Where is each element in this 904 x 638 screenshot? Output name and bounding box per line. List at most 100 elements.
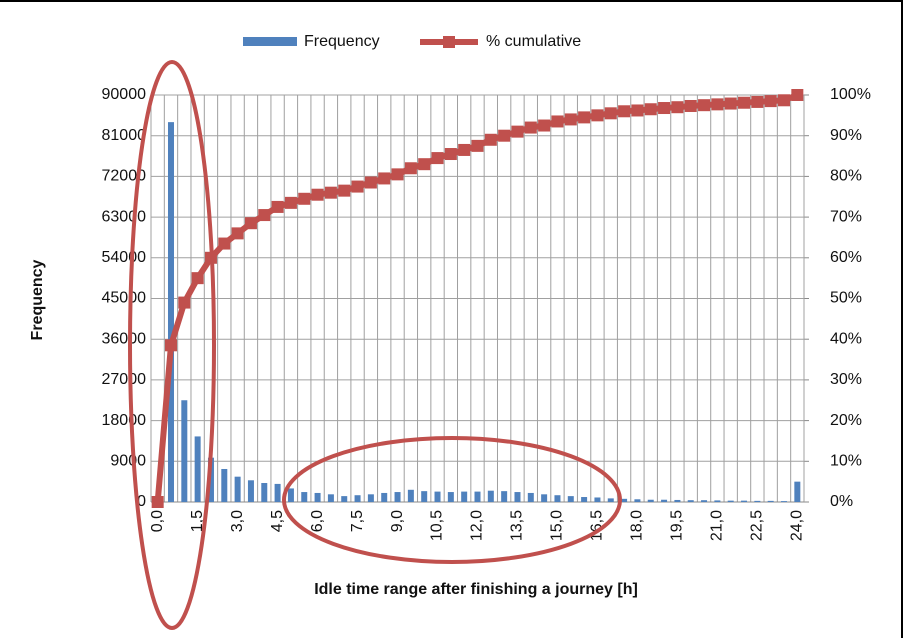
line-marker [791,89,804,101]
bar [221,468,228,502]
annotation-ellipse [282,436,622,564]
line-marker [458,143,471,156]
bar [647,499,654,502]
y2-tick-label: 60% [830,249,862,266]
line-marker [711,98,724,111]
line-marker [298,192,311,205]
x-tick-label: 7,5 [349,510,366,532]
legend-label: % cumulative [486,33,581,50]
bar [247,480,254,502]
y-tick-label: 27000 [102,371,147,388]
legend-label: Frequency [304,33,380,50]
y2-tick-label: 80% [830,168,862,185]
y2-tick-label: 0% [830,493,853,510]
x-tick-label: 9,0 [389,510,406,532]
line-marker [378,172,391,185]
bar [554,495,561,502]
bar [674,499,681,502]
line-marker [738,96,751,109]
line-marker [604,107,617,120]
line-marker [431,152,444,165]
marks [151,89,804,508]
grid [150,94,809,503]
x-axis-label: Idle time range after finishing a journe… [314,581,638,598]
line-marker [564,113,577,126]
y-tick-label: 81000 [102,127,147,144]
line-marker [471,139,484,152]
bar [354,495,361,502]
line-marker [311,188,324,201]
bar [541,494,548,502]
line-marker [231,227,244,240]
line-marker [764,95,777,108]
bar [314,492,321,502]
line-marker [271,200,284,213]
bar [741,500,748,502]
bar [781,501,788,502]
x-tick-label: 15,0 [549,510,566,541]
bar [421,491,428,502]
line-marker [671,101,684,114]
line-marker [644,103,657,116]
line-marker [511,125,524,138]
bar [527,492,534,502]
y2-tick-label: 40% [830,330,862,347]
bar [367,494,374,502]
legend-swatch [443,36,455,48]
bar [501,491,508,502]
line-marker [444,148,457,161]
y2-tick-label: 50% [830,290,862,307]
line-marker [364,176,377,189]
x-tick-label: 19,5 [669,510,686,541]
x-tick-label: 3,0 [229,510,246,532]
bar [341,496,348,502]
bar [634,499,641,502]
line-marker [724,97,737,110]
y2-tick-label: 90% [830,127,862,144]
line-marker [351,180,364,193]
y2-tick-label: 70% [830,208,862,225]
x-tick-label: 1,5 [189,510,206,532]
bar [727,500,734,502]
x-tick-label: 12,0 [469,510,486,541]
line-marker [698,99,711,112]
line-marker [618,105,631,118]
line-marker [244,217,257,230]
bar [767,500,774,502]
bar [261,483,268,502]
bar [461,491,468,502]
x-tick-label: 24,0 [789,510,806,541]
bar [714,500,721,502]
y-tick-label: 45000 [102,290,147,307]
y-tick-label: 9000 [110,453,146,470]
bar [434,491,441,502]
bar [407,489,414,502]
line-marker [684,99,697,112]
line-marker [578,111,591,124]
bar [274,483,281,502]
bar [301,492,308,502]
bar [287,488,294,502]
y-tick-label: 0 [137,493,146,510]
line-marker [178,296,191,309]
y2-tick-label: 10% [830,453,862,470]
y2-tick-label: 20% [830,412,862,429]
y2-tick-label: 100% [830,86,871,103]
bar [381,492,388,502]
line-marker [324,186,337,199]
bar [701,500,708,502]
line-marker [404,162,417,175]
line-marker [498,129,511,142]
y-tick-label: 36000 [102,330,147,347]
line-marker [191,272,204,285]
bar [607,498,614,502]
bar [687,500,694,502]
y-tick-label: 18000 [102,412,147,429]
bar [621,498,628,502]
line-marker [658,102,671,115]
annotation-ellipse [128,60,216,630]
y2-tick-label: 30% [830,371,862,388]
bar [194,436,201,502]
